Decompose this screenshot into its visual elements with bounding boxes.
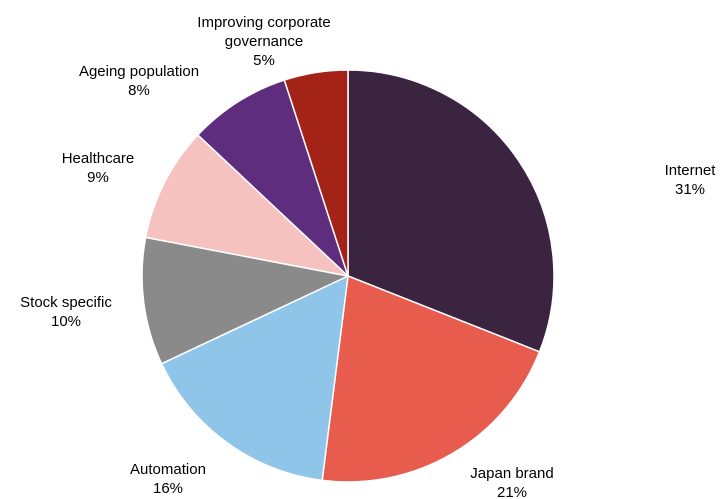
slice-category-label: Improving corporate (197, 14, 330, 31)
slice-label-internet: Internet 31% (665, 162, 717, 198)
slice-value-label: 21% (497, 484, 527, 499)
pie-labels: Internet 31% Japan brand 21% Automation 16% St… (20, 14, 716, 499)
slice-value-label: 5% (253, 52, 275, 69)
pie-slice-ageing-population (197, 79, 349, 277)
pie-slice-japan-brand (321, 275, 541, 483)
slice-label-japan-brand: Japan brand 21% (470, 465, 553, 499)
slice-label-improving-corporate-governance: Improving corporate governance 5% (197, 14, 330, 69)
slice-category-label: Stock specific (20, 294, 112, 311)
pie-slice-internet (347, 69, 555, 353)
slice-category-label: Internet (665, 162, 717, 179)
pie-slice-improving-corporate-governance (283, 69, 349, 277)
slice-label-stock-specific: Stock specific 10% (20, 294, 112, 330)
slice-category-label: Japan brand (470, 465, 553, 482)
slice-category-label: Automation (130, 461, 206, 478)
slice-category-label: Ageing population (79, 63, 199, 80)
slice-value-label: 10% (51, 313, 81, 330)
slice-label-automation: Automation 16% (130, 461, 206, 497)
slice-value-label: 8% (128, 82, 150, 99)
slice-label-ageing-population: Ageing population 8% (79, 63, 199, 99)
slice-value-label: 31% (675, 181, 705, 198)
slice-category-label: governance (225, 33, 303, 50)
pie-slices (141, 69, 555, 483)
slice-category-label: Healthcare (62, 150, 135, 167)
pie-slice-healthcare (144, 134, 349, 277)
slice-label-healthcare: Healthcare 9% (62, 150, 135, 186)
pie-slice-automation (160, 275, 349, 482)
slice-value-label: 16% (153, 480, 183, 497)
pie-slice-stock-specific (141, 236, 349, 365)
slice-value-label: 9% (87, 169, 109, 186)
